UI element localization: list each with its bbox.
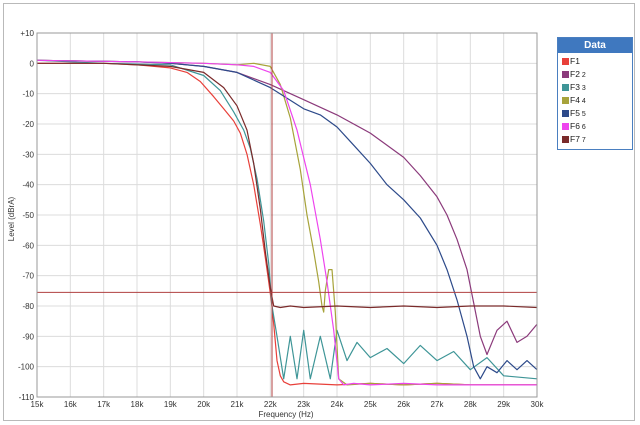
y-tick-label: -90 bbox=[22, 332, 34, 341]
cursor bbox=[37, 33, 537, 397]
x-axis-label: Frequency (Hz) bbox=[258, 410, 313, 419]
legend-sublabel: 6 bbox=[581, 124, 586, 131]
legend-sublabel: 4 bbox=[581, 98, 586, 105]
chart-frame: 15k 16k 17k 18k 19k 20k 21k 22k 23k 24k 25k 26k 27k 2… bbox=[3, 3, 635, 421]
legend-label: F7 bbox=[570, 134, 580, 144]
series-line-f5 bbox=[36, 59, 538, 380]
legend-entry-f2[interactable]: F2 2 bbox=[558, 68, 632, 81]
legend-sublabel: 7 bbox=[581, 137, 586, 144]
x-tick-label: 22k bbox=[264, 400, 278, 409]
legend-entry-f3[interactable]: F3 3 bbox=[558, 81, 632, 94]
x-tick-label: 23k bbox=[297, 400, 311, 409]
y-axis-label: Level (dBrA) bbox=[7, 196, 16, 241]
series-line-f6 bbox=[36, 59, 537, 386]
legend-label: F5 bbox=[570, 108, 580, 118]
legend-entry-f5[interactable]: F5 5 bbox=[558, 107, 632, 120]
x-tick-label: 27k bbox=[431, 400, 445, 409]
legend-label: F6 bbox=[570, 121, 580, 131]
legend-label: F1 bbox=[570, 56, 580, 66]
y-tick-label: -50 bbox=[22, 211, 34, 220]
legend-label: F2 bbox=[570, 69, 580, 79]
y-tick-label: -10 bbox=[22, 90, 34, 99]
y-tick-label: -80 bbox=[22, 302, 34, 311]
y-tick-label: +10 bbox=[20, 29, 34, 38]
y-tick-label: -70 bbox=[22, 272, 34, 281]
legend-label: F3 bbox=[570, 82, 580, 92]
series-line-f3 bbox=[36, 59, 538, 380]
grid bbox=[36, 32, 538, 398]
axes: 15k 16k 17k 18k 19k 20k 21k 22k 23k 24k 25k 26k 27k 2… bbox=[18, 29, 544, 409]
legend-sublabel: 5 bbox=[581, 111, 586, 118]
x-tick-label: 26k bbox=[397, 400, 411, 409]
legend-entry-f4[interactable]: F4 4 bbox=[558, 94, 632, 107]
legend-entry-f1[interactable]: F1 bbox=[558, 55, 632, 68]
x-tick-label: 29k bbox=[497, 400, 511, 409]
legend-swatch bbox=[562, 71, 569, 78]
y-tick-label: 0 bbox=[30, 59, 35, 68]
legend-sublabel: 2 bbox=[581, 72, 586, 79]
legend-swatch bbox=[562, 97, 569, 104]
x-tick-label: 25k bbox=[364, 400, 378, 409]
plot-border bbox=[36, 32, 538, 398]
x-tick-label: 28k bbox=[464, 400, 478, 409]
x-tick-label: 19k bbox=[164, 400, 178, 409]
legend-entry-f7[interactable]: F7 7 bbox=[558, 133, 632, 146]
y-tick-label: -40 bbox=[22, 181, 34, 190]
legend-list: F1 F2 2 F3 3 F4 4 F5 5 F6 6 F7 7 bbox=[558, 53, 632, 149]
x-tick-label: 21k bbox=[231, 400, 245, 409]
legend-sublabel: 3 bbox=[581, 85, 586, 92]
legend-title: Data bbox=[558, 38, 632, 53]
legend-label: F4 bbox=[570, 95, 580, 105]
x-tick-label: 17k bbox=[97, 400, 111, 409]
legend-swatch bbox=[562, 84, 569, 91]
legend-swatch bbox=[562, 123, 569, 130]
chart-plot: 15k 16k 17k 18k 19k 20k 21k 22k 23k 24k 25k 26k 27k 2… bbox=[7, 29, 544, 419]
series-line-f4 bbox=[36, 59, 537, 386]
x-tick-label: 20k bbox=[197, 400, 211, 409]
y-tick-label: -20 bbox=[22, 120, 34, 129]
y-tick-label: -30 bbox=[22, 150, 34, 159]
y-tick-label: -100 bbox=[18, 363, 35, 372]
y-tick-label: -110 bbox=[19, 393, 35, 402]
y-tick-label: -60 bbox=[22, 241, 34, 250]
x-tick-label: 16k bbox=[64, 400, 78, 409]
legend-swatch bbox=[562, 110, 569, 117]
x-tick-label: 30k bbox=[531, 400, 545, 409]
legend-entry-f6[interactable]: F6 6 bbox=[558, 120, 632, 133]
legend-swatch bbox=[562, 136, 569, 143]
series-layer bbox=[36, 59, 538, 386]
legend-swatch bbox=[562, 58, 569, 65]
legend: Data F1 F2 2 F3 3 F4 4 F5 5 F6 6 F7 7 bbox=[557, 37, 633, 150]
x-tick-label: 24k bbox=[331, 400, 345, 409]
x-tick-label: 15k bbox=[31, 400, 45, 409]
x-tick-label: 18k bbox=[131, 400, 145, 409]
